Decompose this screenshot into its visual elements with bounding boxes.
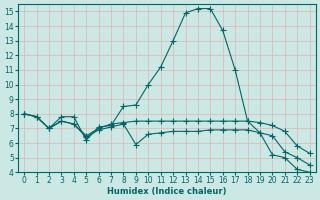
X-axis label: Humidex (Indice chaleur): Humidex (Indice chaleur) xyxy=(107,187,227,196)
